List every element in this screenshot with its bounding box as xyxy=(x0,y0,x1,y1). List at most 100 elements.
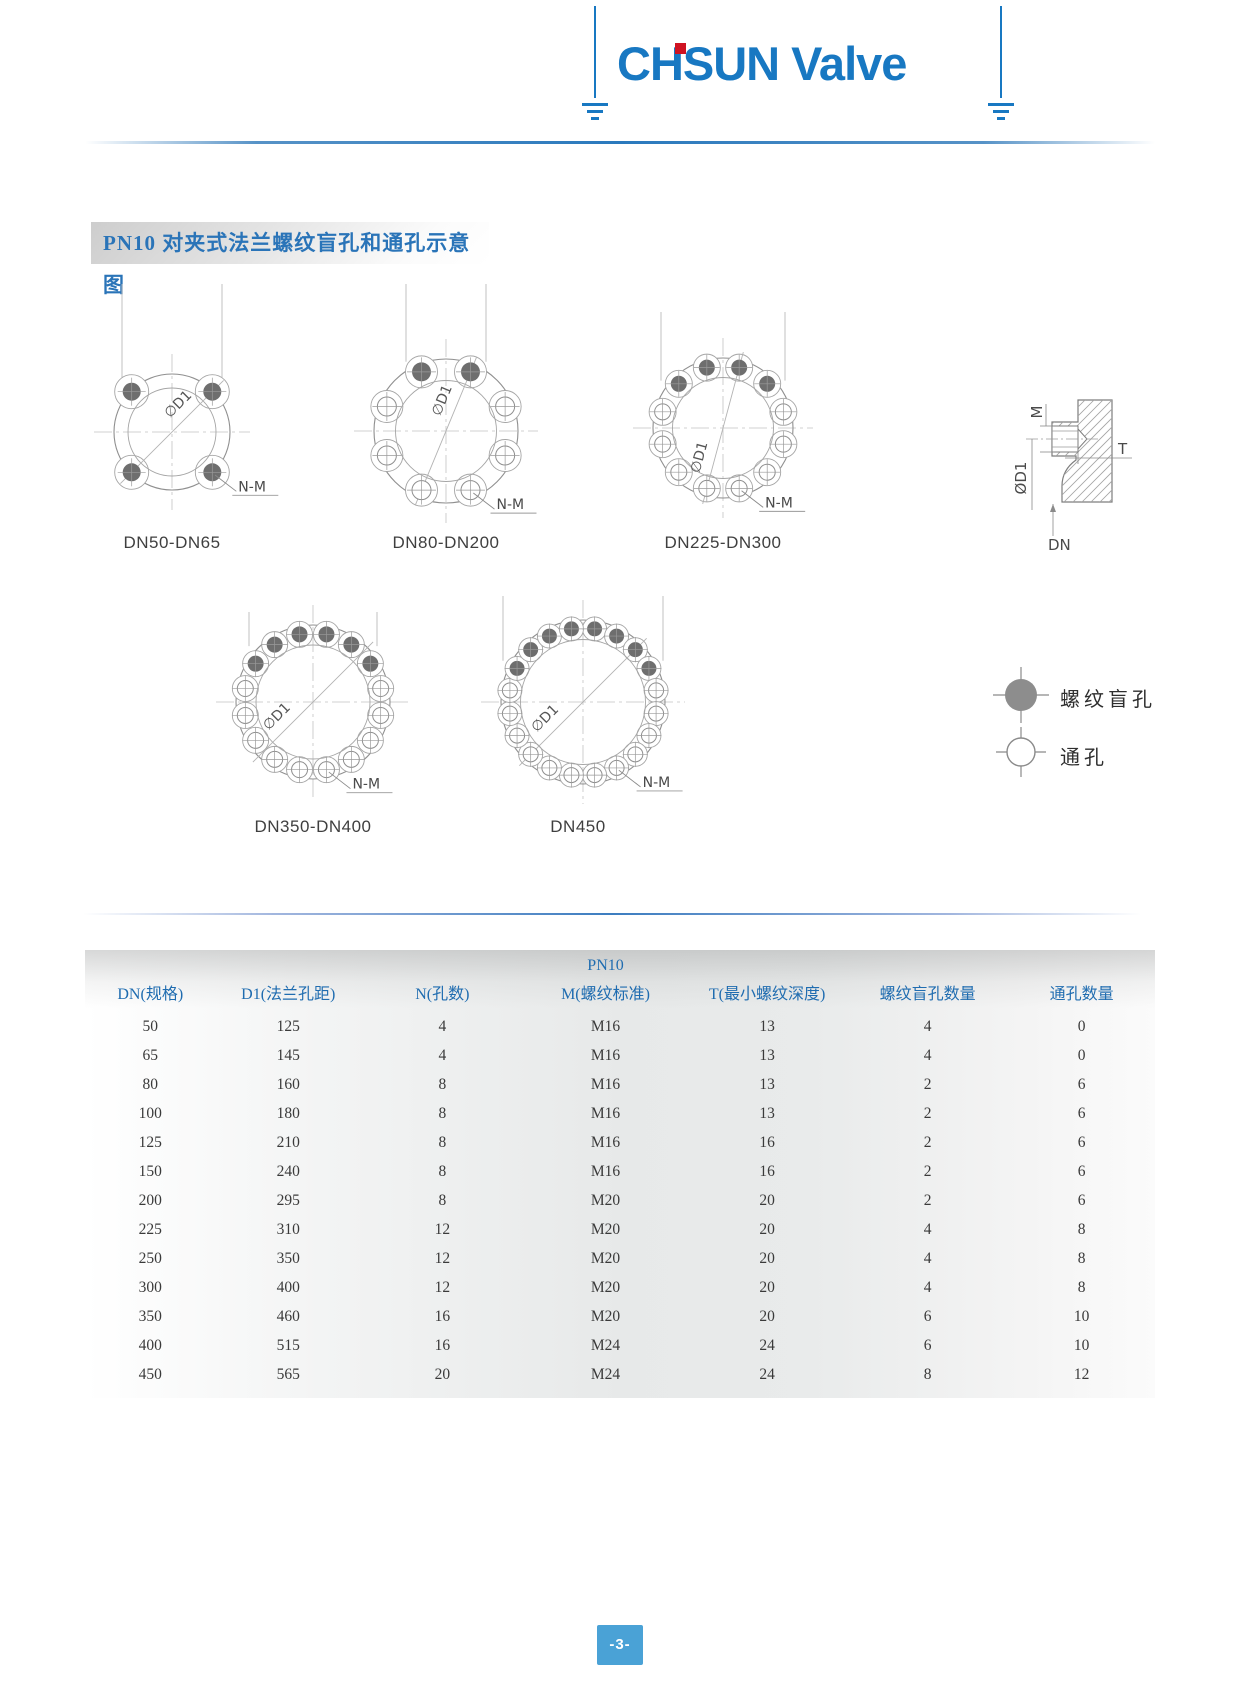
table-cell: 8 xyxy=(1077,1220,1086,1238)
table-cell: 8 xyxy=(438,1075,447,1093)
company-logo: CHSUN Valve xyxy=(617,40,907,87)
table-cell: 13 xyxy=(759,1046,775,1064)
table-cell: 8 xyxy=(438,1162,447,1180)
table-cell: 150 xyxy=(138,1162,162,1180)
table-cell: 4 xyxy=(438,1046,447,1064)
table-cell: 225 xyxy=(138,1220,162,1238)
table-cell: 8 xyxy=(1077,1278,1086,1296)
diagram-caption-dn350-dn400: DN350-DN400 xyxy=(254,817,372,836)
flange-diagram-dn450: ∅D1 N-M xyxy=(481,596,685,804)
table-cell: 8 xyxy=(438,1133,447,1151)
table-cell: M20 xyxy=(590,1220,621,1238)
table-cell: 2 xyxy=(923,1075,932,1093)
table-cell: M16 xyxy=(590,1162,621,1180)
flange-cross-section: M ØD1 T DN xyxy=(1012,399,1132,554)
table-cell: 4 xyxy=(438,1017,447,1035)
table-cell: 400 xyxy=(276,1278,300,1296)
table-cell: M16 xyxy=(590,1075,621,1093)
table-cell: 2 xyxy=(923,1104,932,1122)
table-cell: 180 xyxy=(276,1104,300,1122)
table-cell: M24 xyxy=(590,1365,621,1383)
table-cell: 240 xyxy=(276,1162,300,1180)
table-cell: 160 xyxy=(276,1075,300,1093)
table-cell: 0 xyxy=(1077,1046,1086,1064)
table-cell: 6 xyxy=(1077,1075,1086,1093)
section-divider xyxy=(83,913,1141,915)
table-cell: M16 xyxy=(590,1046,621,1064)
table-cell: 310 xyxy=(276,1220,300,1238)
legend-label-blind-hole: 螺纹盲孔 xyxy=(1060,689,1156,711)
table-row: 350 460 16 M20 20 6 10 xyxy=(85,1302,1155,1331)
table-row: 300 400 12 M20 20 4 8 xyxy=(85,1273,1155,1302)
table-row: 150 240 8 M16 16 2 6 xyxy=(85,1157,1155,1186)
table-cell: 6 xyxy=(1077,1191,1086,1209)
table-cell: M20 xyxy=(590,1278,621,1296)
through-hole-icon xyxy=(1006,737,1036,767)
table-cell: 8 xyxy=(1077,1249,1086,1267)
legend-symbols xyxy=(993,667,1049,777)
table-columns-row: DN(规格) D1(法兰孔距) N(孔数) M(螺纹标准) T(最小螺纹深度) 螺纹盲孔数… xyxy=(85,976,1155,1004)
table-cell: 8 xyxy=(438,1104,447,1122)
table-cell: 350 xyxy=(138,1307,162,1325)
table-cell: 20 xyxy=(434,1365,451,1383)
logo-red-dot-icon xyxy=(675,43,686,54)
table-cell: 10 xyxy=(1073,1307,1090,1325)
table-cell: 6 xyxy=(1077,1133,1086,1151)
table-cell: 12 xyxy=(1073,1365,1090,1383)
table-cell: 4 xyxy=(923,1220,932,1238)
t-dimension-label: T xyxy=(1117,440,1128,458)
table-cell: 20 xyxy=(759,1191,775,1209)
flange-diagram-dn50-dn65: ∅D1 N-M xyxy=(94,284,279,510)
table-group-header: PN10 xyxy=(587,957,624,974)
table-cell: 450 xyxy=(138,1365,162,1383)
table-cell: M20 xyxy=(590,1249,621,1267)
table-cell: 200 xyxy=(138,1191,162,1209)
table-cell: 460 xyxy=(276,1307,300,1325)
table-cell: 295 xyxy=(276,1191,300,1209)
table-cell: 12 xyxy=(434,1278,451,1296)
table-row: 65 145 4 M16 13 4 0 xyxy=(85,1041,1155,1070)
flange-diagram-dn225-dn300: ∅D1 N-M xyxy=(633,312,813,518)
table-cell: 210 xyxy=(276,1133,300,1151)
page-number-badge: -3- xyxy=(597,1625,643,1665)
table-cell: 65 xyxy=(142,1046,159,1064)
d1-dimension-label: ∅D1 xyxy=(260,700,294,734)
table-cell: 0 xyxy=(1077,1017,1086,1035)
table-row: 100 180 8 M16 13 2 6 xyxy=(85,1099,1155,1128)
table-cell: 20 xyxy=(759,1249,775,1267)
table-row: 450 565 20 M24 24 8 12 xyxy=(85,1360,1155,1389)
section-title: PN10 对夹式法兰螺纹盲孔和通孔示意图 xyxy=(103,231,471,297)
table-cell: 4 xyxy=(923,1017,932,1035)
d1-dimension-label: ∅D1 xyxy=(528,702,562,736)
diagram-caption-dn450: DN450 xyxy=(550,817,606,836)
table-cell: 125 xyxy=(276,1017,300,1035)
table-cell: M20 xyxy=(590,1307,621,1325)
table-cell: 300 xyxy=(138,1278,162,1296)
table-cell: 8 xyxy=(438,1191,447,1209)
table-cell: 2 xyxy=(923,1133,932,1151)
column-header: 通孔数量 xyxy=(1049,986,1114,1003)
table-cell: 2 xyxy=(923,1162,932,1180)
table-row: 400 515 16 M24 24 6 10 xyxy=(85,1331,1155,1360)
table-cell: 400 xyxy=(138,1336,162,1354)
table-cell: 24 xyxy=(759,1365,775,1383)
table-cell: 16 xyxy=(434,1307,451,1325)
column-header: 螺纹盲孔数量 xyxy=(879,986,976,1003)
table-cell: 145 xyxy=(276,1046,300,1064)
table-cell: 125 xyxy=(138,1133,162,1151)
table-cell: M16 xyxy=(590,1133,621,1151)
table-cell: 13 xyxy=(759,1075,775,1093)
table-cell: 6 xyxy=(923,1307,932,1325)
table-header: PN10 DN(规格) D1(法兰孔距) N(孔数) M(螺纹标准) T(最小螺纹深度)… xyxy=(85,950,1155,1008)
table-cell: M24 xyxy=(590,1336,621,1354)
m-dimension-label: M xyxy=(1028,406,1046,419)
diagram-caption-dn80-dn200: DN80-DN200 xyxy=(392,533,500,552)
ground-line xyxy=(594,6,596,98)
table-cell: 12 xyxy=(434,1249,451,1267)
table-cell: 13 xyxy=(759,1017,775,1035)
column-header: N(孔数) xyxy=(415,986,470,1003)
ground-symbol-left xyxy=(580,6,610,120)
column-header: DN(规格) xyxy=(117,986,184,1003)
table-cell: 80 xyxy=(142,1075,159,1093)
